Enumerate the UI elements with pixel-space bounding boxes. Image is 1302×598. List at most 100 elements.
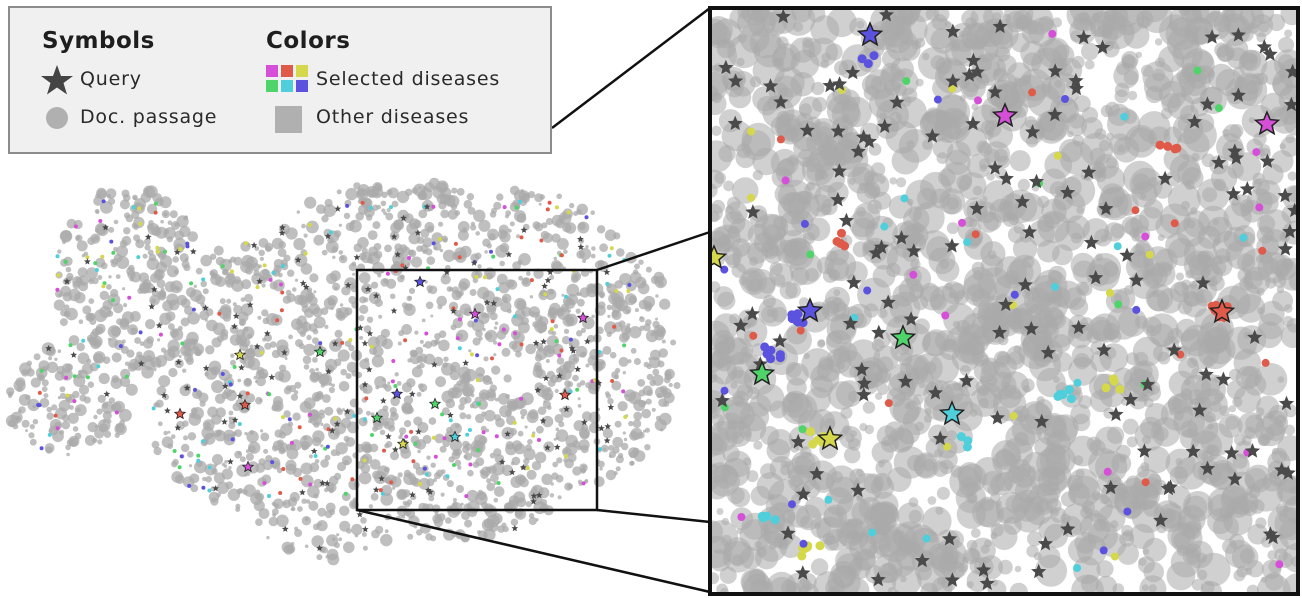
overview-passage-dot <box>247 243 251 247</box>
zoom-passage-dot <box>1124 217 1144 237</box>
overview-passage-dot <box>98 423 109 433</box>
zoom-colored-passage <box>1010 290 1019 299</box>
overview-passage-dot <box>363 325 372 333</box>
overview-query-star <box>344 281 352 289</box>
overview-colored-passage <box>98 219 103 223</box>
overview-passage-dot <box>480 425 487 432</box>
overview-passage-dot <box>496 330 507 340</box>
overview-query-star <box>202 304 209 311</box>
overview-passage-dot <box>284 357 288 360</box>
overview-passage-dot <box>599 243 608 253</box>
zoom-passage-dot <box>1272 290 1293 312</box>
overview-colored-passage <box>96 364 101 369</box>
overview-passage-dot <box>606 283 617 294</box>
overview-passage-dot <box>505 409 512 417</box>
overview-passage-dot <box>516 497 527 508</box>
overview-passage-dot <box>399 433 404 437</box>
zoom-passage-dot <box>993 68 1002 77</box>
zoom-passage-dot <box>1091 12 1100 22</box>
overview-passage-dot <box>6 387 15 396</box>
overview-passage-dot <box>524 425 528 429</box>
overview-query-star <box>281 525 289 532</box>
overview-passage-dot <box>538 316 549 327</box>
zoom-colored-passage <box>1141 232 1150 241</box>
overview-passage-dot <box>411 366 423 378</box>
overview-passage-dot <box>426 225 434 233</box>
zoom-colored-passage <box>720 403 729 412</box>
zoom-query-star <box>1185 443 1201 459</box>
overview-passage-dot <box>253 500 265 512</box>
overview-colored-passage <box>411 459 416 464</box>
zoom-passage-dot <box>782 325 812 355</box>
overview-passage-dot <box>410 256 423 268</box>
zoom-passage-dot <box>1144 267 1163 287</box>
overview-passage-dot <box>670 339 677 346</box>
overview-passage-dot <box>628 295 638 304</box>
overview-passage-dot <box>324 406 334 416</box>
overview-query-star <box>138 360 145 367</box>
overview-passage-dot <box>361 532 367 537</box>
overview-colored-passage <box>550 319 555 324</box>
zoom-colored-passage <box>747 193 756 202</box>
overview-passage-dot <box>304 544 309 549</box>
zoom-passage-dot <box>922 329 950 357</box>
overview-passage-dot <box>388 424 396 432</box>
overview-colored-passage <box>275 318 280 323</box>
overview-passage-dot <box>526 271 531 276</box>
zoom-passage-dot <box>711 199 725 214</box>
overview-passage-dot <box>304 196 317 209</box>
zoom-passage-dot <box>850 430 858 438</box>
overview-colored-passage <box>136 255 141 260</box>
overview-query-star <box>378 475 385 482</box>
overview-passage-dot <box>17 409 22 413</box>
overview-passage-dot <box>122 287 126 291</box>
zoom-query-star <box>1262 46 1278 61</box>
overview-colored-passage <box>445 474 450 479</box>
overview-colored-passage <box>431 241 436 246</box>
overview-passage-dot <box>255 518 263 526</box>
overview-query-star <box>238 364 245 371</box>
overview-colored-passage <box>400 263 405 268</box>
zoom-colored-passage <box>922 534 931 543</box>
zoom-passage-dot <box>1277 435 1298 462</box>
overview-passage-dot <box>630 427 643 440</box>
overview-passage-dot <box>549 493 555 498</box>
overview-passage-dot <box>391 200 399 208</box>
overview-query-star <box>563 405 570 413</box>
overview-passage-dot <box>471 319 485 332</box>
zoom-passage-dot <box>927 496 937 505</box>
zoom-passage-dot <box>1252 178 1263 189</box>
overview-passage-dot <box>288 442 296 450</box>
overview-colored-passage <box>101 284 106 289</box>
zoom-passage-dot <box>1256 287 1265 296</box>
overview-passage-dot <box>5 414 19 428</box>
overview-colored-passage <box>549 327 554 332</box>
overview-passage-dot <box>418 383 428 392</box>
zoom-colored-passage <box>956 432 966 442</box>
zoom-passage-dot <box>946 222 959 235</box>
zoom-query-star <box>944 238 960 253</box>
overview-passage-dot <box>564 222 577 234</box>
overview-passage-dot <box>119 199 130 210</box>
overview-colored-passage <box>267 392 272 397</box>
zoom-colored-passage <box>796 326 805 335</box>
overview-colored-passage <box>280 290 285 295</box>
overview-query-star <box>577 235 584 242</box>
overview-passage-dot <box>547 405 552 411</box>
overview-colored-passage <box>65 393 70 398</box>
overview-colored-passage <box>433 454 438 459</box>
overview-passage-dot <box>527 439 533 445</box>
overview-colored-passage <box>413 441 418 446</box>
overview-passage-dot <box>273 498 284 510</box>
overview-passage-dot <box>569 202 575 209</box>
overview-colored-passage <box>191 307 196 312</box>
overview-passage-dot <box>345 187 358 201</box>
overview-passage-dot <box>619 273 632 286</box>
overview-passage-dot <box>396 488 408 501</box>
overview-colored-passage <box>298 476 303 481</box>
overview-passage-dot <box>477 264 482 269</box>
zoom-passage-dot <box>932 77 954 99</box>
overview-query-star <box>343 408 351 415</box>
overview-passage-dot <box>387 381 391 385</box>
overview-colored-passage <box>473 318 478 323</box>
